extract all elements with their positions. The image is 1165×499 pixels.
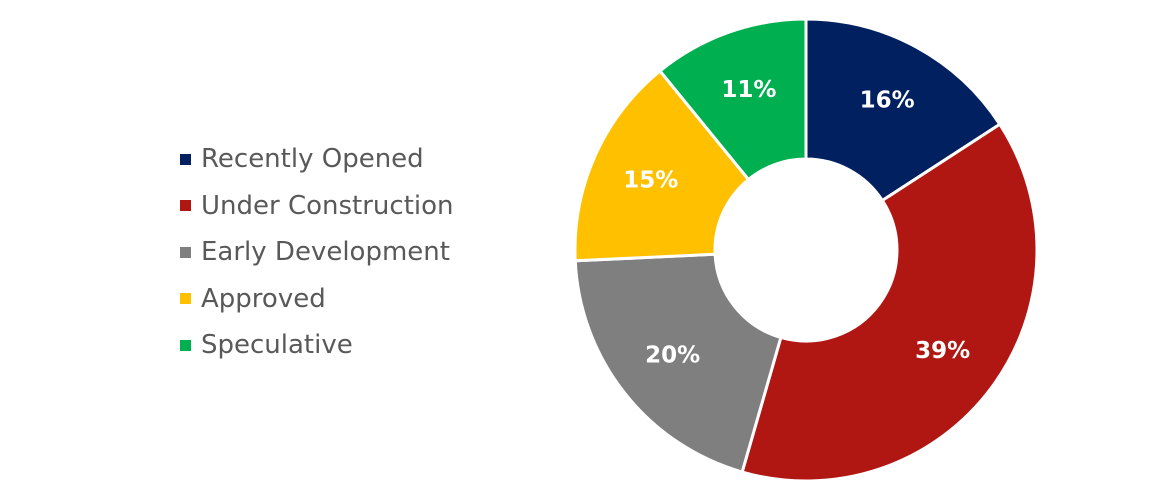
slice-under-construction bbox=[740, 122, 1039, 483]
legend-label-approved: Approved bbox=[201, 283, 326, 314]
legend-swatch-approved bbox=[180, 293, 191, 305]
slice-label-early-development: 20% bbox=[645, 342, 700, 368]
legend-item-recently-opened: Recently Opened bbox=[180, 136, 454, 183]
legend-item-under-construction: Under Construction bbox=[180, 183, 454, 230]
legend-item-speculative: Speculative bbox=[180, 322, 454, 369]
slice-label-approved: 15% bbox=[623, 168, 678, 194]
legend-label-recently-opened: Recently Opened bbox=[201, 144, 424, 175]
legend-label-early-development: Early Development bbox=[201, 237, 450, 268]
legend-swatch-under-construction bbox=[180, 200, 191, 212]
legend-swatch-speculative bbox=[180, 339, 191, 351]
slice-label-under-construction: 39% bbox=[915, 338, 970, 364]
legend-swatch-recently-opened bbox=[180, 153, 191, 165]
legend-item-early-development: Early Development bbox=[180, 229, 454, 276]
slice-speculative bbox=[657, 17, 808, 182]
legend-label-under-construction: Under Construction bbox=[201, 190, 454, 221]
chart-legend: Recently Opened Under Construction Early D… bbox=[180, 136, 454, 369]
slice-label-recently-opened: 16% bbox=[860, 88, 915, 114]
slice-early-development bbox=[573, 252, 783, 474]
legend-label-speculative: Speculative bbox=[201, 330, 353, 361]
legend-item-approved: Approved bbox=[180, 276, 454, 323]
legend-swatch-early-development bbox=[180, 246, 191, 258]
slice-label-speculative: 11% bbox=[721, 77, 776, 103]
slice-approved bbox=[573, 68, 751, 263]
